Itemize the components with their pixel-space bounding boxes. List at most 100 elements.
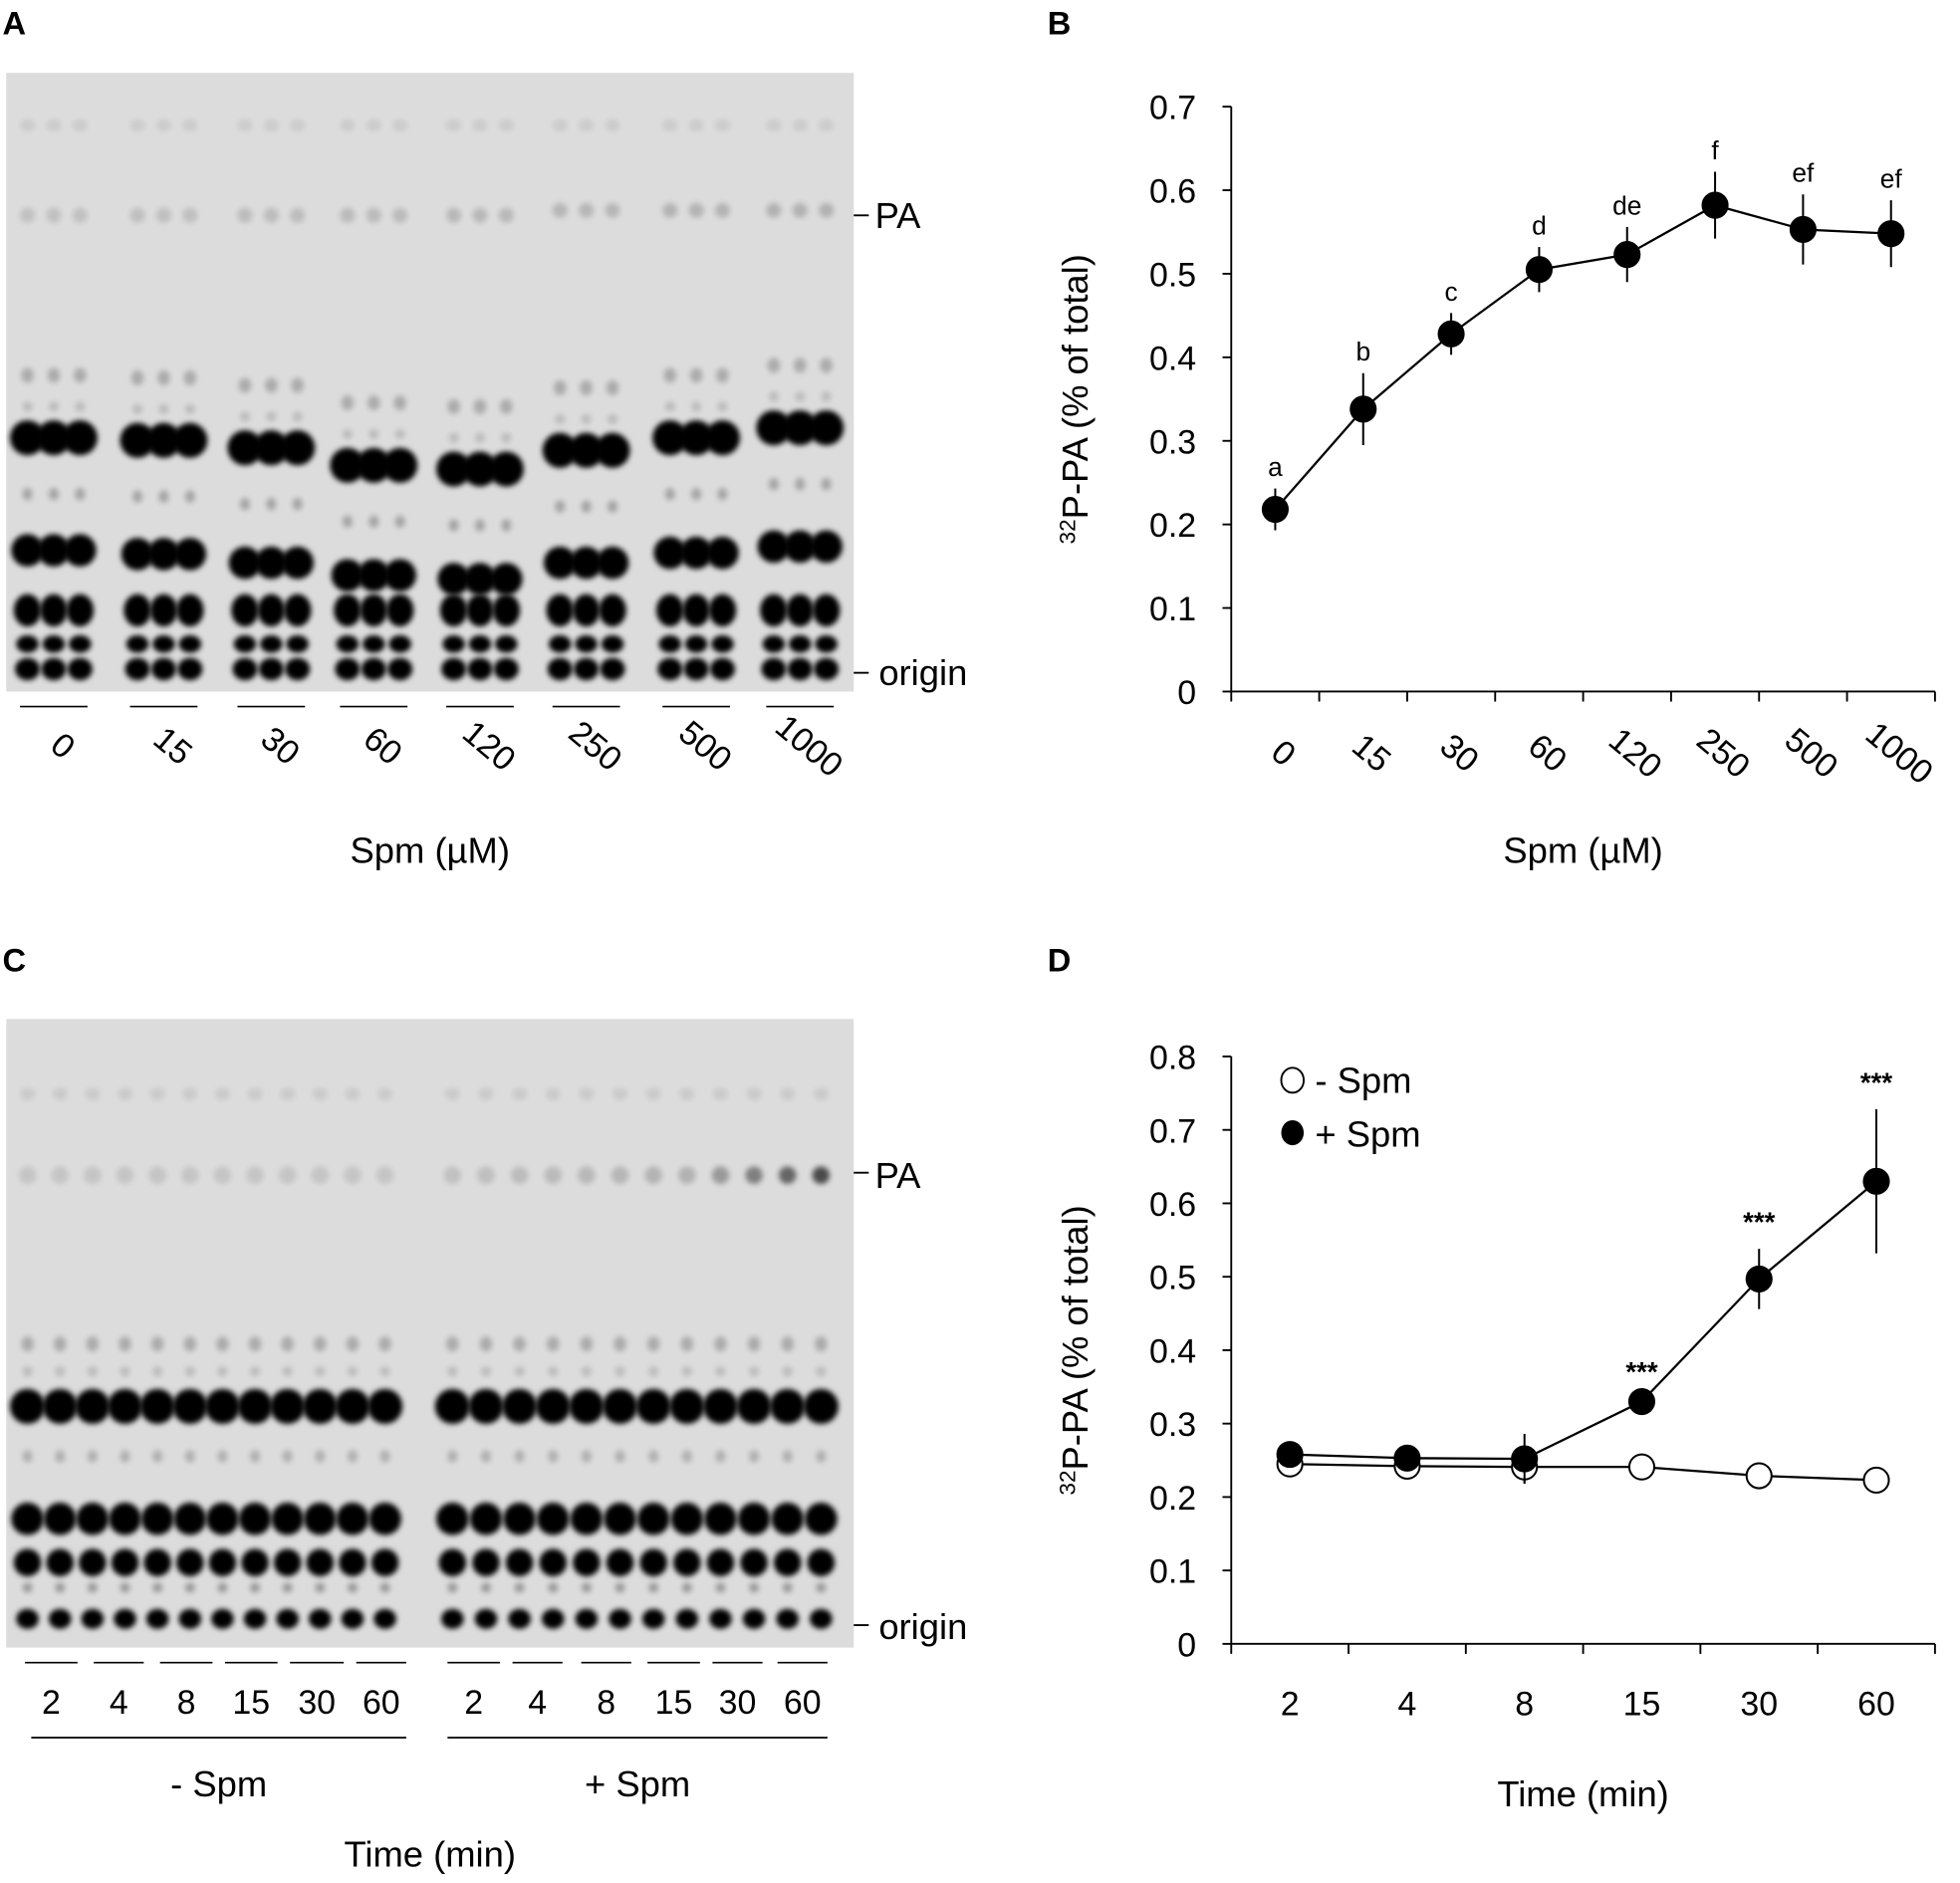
gel-spot (282, 1450, 293, 1463)
gel-spot (22, 401, 33, 412)
gel-spot (306, 1548, 335, 1577)
gel-spot (711, 635, 734, 653)
data-point (1393, 1444, 1421, 1472)
gel-spot (555, 500, 566, 513)
gel-spot (815, 1336, 828, 1352)
x-axis-title: Time (min) (1497, 1773, 1668, 1814)
gel-spot (681, 1582, 692, 1593)
gel-spot (62, 420, 98, 456)
gel-spot (648, 1450, 659, 1463)
gel-spot (766, 202, 782, 218)
gel-spot (309, 1608, 332, 1629)
gel-spot (688, 118, 704, 132)
gel-spot (812, 593, 841, 627)
gel-spot (548, 1366, 559, 1377)
gel-spot (749, 1582, 760, 1593)
significance-letter: de (1612, 190, 1641, 220)
gel-spot (132, 403, 143, 414)
gel-spot (474, 1608, 498, 1629)
gel-spot (581, 1366, 592, 1377)
gel-spot (177, 657, 203, 681)
gel-spot (340, 118, 356, 132)
gel-spot (581, 500, 592, 513)
gel-spot (820, 357, 833, 373)
gel-spot (214, 1087, 230, 1100)
gel-spot (148, 1166, 166, 1184)
gel-spot (360, 593, 388, 627)
gel-spot (336, 635, 360, 653)
x-tick-label: 2 (1281, 1685, 1300, 1723)
gel-spot (773, 1548, 802, 1577)
gel-spot (152, 635, 175, 653)
data-point (1862, 1167, 1890, 1195)
gel-spot (392, 118, 408, 132)
gel-spot (291, 377, 304, 393)
gel-spot (678, 420, 714, 456)
gel-spot (366, 118, 381, 132)
gel-spot (175, 593, 204, 627)
data-point (1745, 1265, 1773, 1293)
y-tick-label: 0.2 (1149, 507, 1196, 545)
x-tick-label: 1000 (1858, 715, 1940, 793)
gel-spot (124, 657, 150, 681)
x-tick-label: 4 (1398, 1685, 1417, 1723)
gel-spot (394, 515, 405, 529)
chart-b: 0 0.1 0.2 0.3 0.4 0.5 0.6 0.7 0 15 30 60 120 250 500 10… (1055, 90, 1940, 871)
gel-spot (280, 430, 316, 466)
lane-label: 60 (784, 1684, 822, 1722)
gel-spot (609, 1608, 631, 1629)
gel-spot (16, 635, 39, 653)
gel-spot (22, 487, 33, 501)
lane-labels-c: 2 4 8 15 30 60 2 4 8 15 30 60 (25, 1661, 828, 1722)
gel-spot (53, 1336, 67, 1352)
gel-spot (132, 490, 143, 503)
gel-spot (107, 1388, 143, 1424)
gel-spot (250, 1582, 261, 1593)
gel-spot (536, 1503, 570, 1535)
data-point (1862, 1466, 1890, 1494)
gel-spot (117, 1087, 133, 1100)
gel-spot (335, 657, 361, 681)
gel-spot (770, 1388, 806, 1424)
gel-spot (546, 593, 575, 627)
gel-spot (379, 1366, 390, 1377)
gel-spot (11, 1503, 44, 1535)
gel-spot (664, 487, 675, 501)
gel-spot (16, 1608, 39, 1629)
gel-spot (793, 357, 807, 373)
gel-spot (552, 202, 568, 218)
gel-spot (679, 1087, 695, 1100)
gel-spot (816, 1450, 827, 1463)
gel-spot (378, 1336, 391, 1352)
gel-spot (175, 1548, 204, 1577)
gel-spot (605, 202, 620, 218)
gel-spot (41, 657, 67, 681)
gel-spot (147, 538, 180, 571)
gel-spot (648, 1366, 659, 1377)
gel-spot (495, 635, 518, 653)
gel-spot (614, 1366, 625, 1377)
gel-spot (776, 1608, 800, 1629)
gel-spot (552, 118, 568, 132)
gel-spot (216, 1336, 229, 1352)
gel-spot (315, 1366, 326, 1377)
gel-spot (657, 657, 683, 681)
gel-spot (508, 1608, 531, 1629)
gel-spot (468, 635, 492, 653)
gel-spot (813, 1087, 829, 1100)
gel-spot (260, 635, 283, 653)
gel-spot (807, 1548, 836, 1577)
gel-spot (152, 1450, 163, 1463)
x-tick-label: 120 (1601, 721, 1669, 786)
gel-spot (344, 1166, 362, 1184)
gel-spot (111, 1548, 139, 1577)
gel-spot (342, 515, 353, 529)
significance-letter: c (1445, 277, 1458, 307)
data-point (1613, 241, 1641, 269)
gel-spot (383, 559, 416, 592)
gel-spot (737, 1503, 771, 1535)
lane-label: 60 (357, 720, 409, 773)
gel-spot (691, 401, 702, 412)
gel-spot (303, 1503, 337, 1535)
gel-spot (809, 410, 845, 446)
